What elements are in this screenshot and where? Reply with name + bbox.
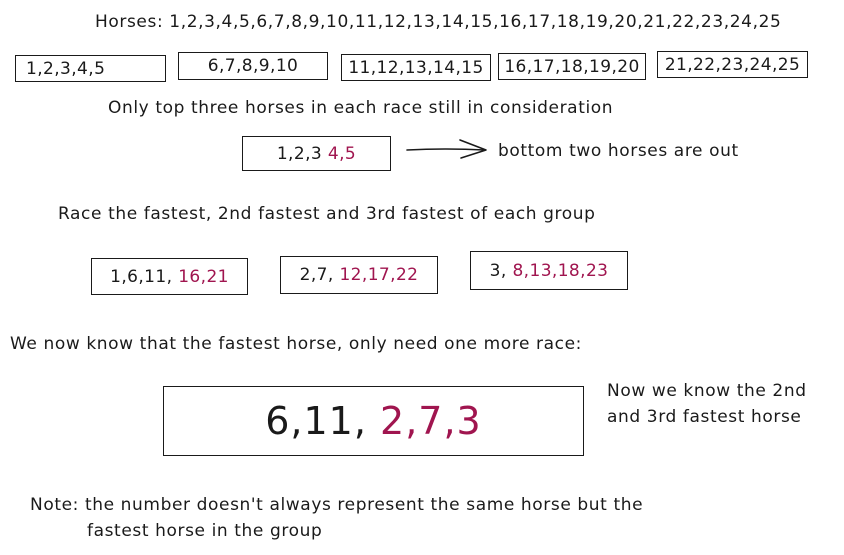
eliminated-horses: 8,13,18,23 [512,260,609,281]
group-box-2: 6,7,8,9,10 [178,52,328,80]
race-box-third: 3, 8,13,18,23 [470,251,628,290]
race-note: Race the fastest, 2nd fastest and 3rd fa… [58,204,596,224]
result-note-line-1: Now we know the 2nd [607,381,807,401]
horses-list: Horses: 1,2,3,4,5,6,7,8,9,10,11,12,13,14… [95,12,782,32]
group-label: 21,22,23,24,25 [664,54,801,75]
fastest-note: We now know that the fastest horse, only… [10,334,582,354]
footnote-line-2: fastest horse in the group [87,521,323,541]
eliminated-horses: 16,21 [178,266,229,287]
result-note-line-2: and 3rd fastest horse [607,407,802,427]
group-label: 16,17,18,19,20 [504,56,640,77]
race-box-second: 2,7, 12,17,22 [280,256,438,294]
group-label: 11,12,13,14,15 [348,57,484,78]
race-box-fastest: 1,6,11, 16,21 [91,258,248,295]
kept-horses: 1,6,11, [110,266,173,287]
footnote-line-1: Note: the number doesn't always represen… [30,495,644,515]
candidate-horses: 2,7,3 [380,399,482,443]
group-box-1: 1,2,3,4,5 [15,55,166,82]
eliminated-horses: 12,17,22 [339,265,419,285]
top-three-box: 1,2,3 4,5 [242,136,391,171]
final-race-box: 6,11, 2,7,3 [163,386,584,456]
bottom-out-note: bottom two horses are out [498,141,739,161]
group-label: 6,7,8,9,10 [207,56,299,76]
group-box-4: 16,17,18,19,20 [498,53,646,80]
eliminated-horses: 4,5 [327,143,357,164]
kept-horses: 2,7, [299,265,334,285]
group-box-5: 21,22,23,24,25 [657,51,808,78]
arrow-right-icon [406,139,487,159]
group-box-3: 11,12,13,14,15 [341,54,491,81]
top-three-note: Only top three horses in each race still… [108,98,614,118]
kept-horses: 6,11, [265,399,367,443]
kept-horses: 3, [489,260,507,281]
kept-horses: 1,2,3 [276,143,323,164]
group-label: 1,2,3,4,5 [26,58,106,79]
